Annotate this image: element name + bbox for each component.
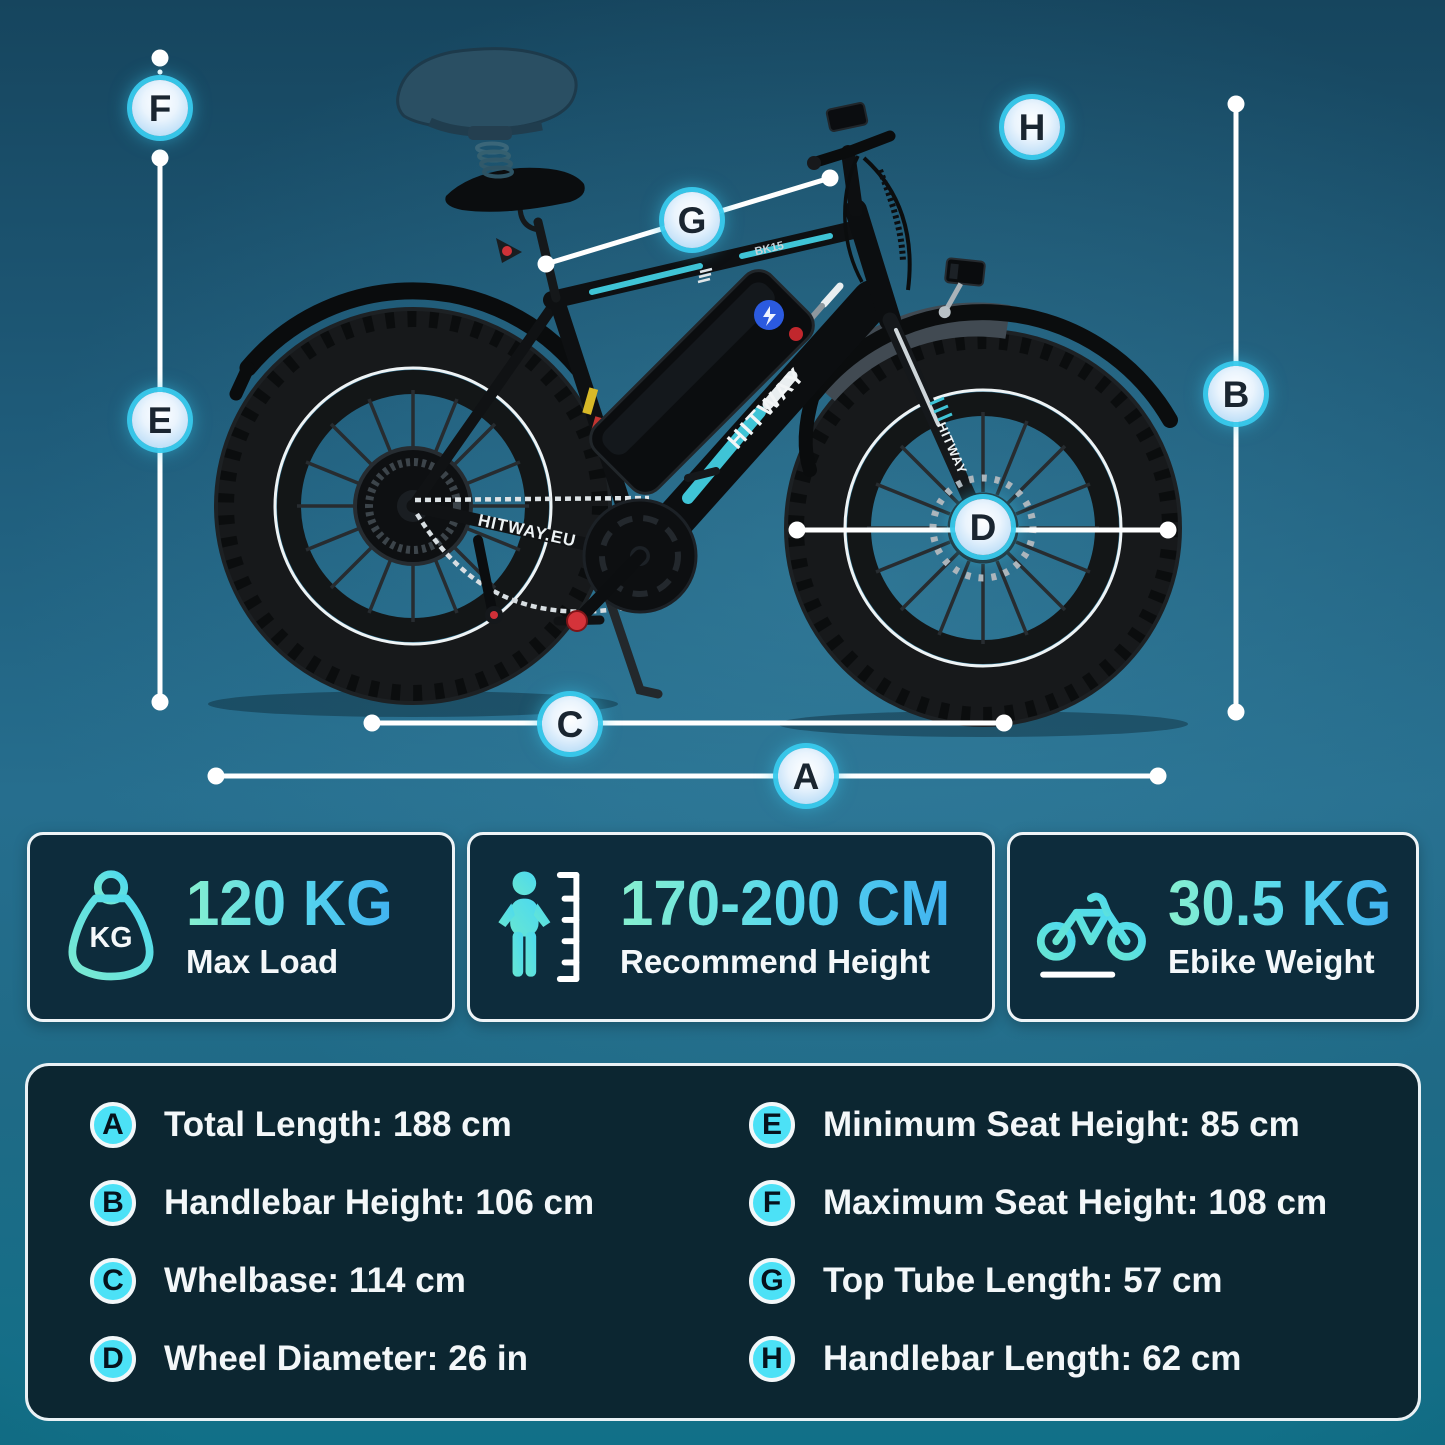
spec-value: 114 cm (349, 1261, 466, 1300)
rear-fender-flap (229, 361, 255, 401)
spec-row-total-length: A Total Length: 188 cm (90, 1102, 739, 1148)
spec-badge-d: D (90, 1336, 136, 1382)
marker-badge-c: C (542, 696, 598, 752)
kg-icon-label: KG (90, 922, 133, 954)
bike-illustration: HITWAY HITWAY.EU HITWAY BK15 (151, 47, 1245, 785)
pedal-reflector (566, 610, 588, 632)
spec-badge-b: B (90, 1180, 136, 1226)
marker-badge-a: A (778, 748, 834, 804)
spec-row-top-tube-length: G Top Tube Length: 57 cm (749, 1258, 1398, 1304)
bicycle-icon (1036, 867, 1148, 987)
stat-cards-row: KG 120 KG Max Load (27, 832, 1419, 1022)
spec-label: Total Length: (164, 1105, 384, 1144)
marker-badge-b: B (1208, 366, 1264, 422)
marker-badge-d: D (955, 499, 1011, 555)
recommend-height-card: 170-200 CM Recommend Height (467, 832, 995, 1022)
lightning-icon (763, 306, 776, 326)
recommend-height-label: Recommend Height (620, 942, 930, 980)
spec-value: 188 cm (393, 1105, 512, 1144)
spec-label: Handlebar Height: (164, 1183, 466, 1222)
battery-pack (589, 269, 815, 495)
marker-badge-g: G (664, 192, 720, 248)
spec-badge-c: C (90, 1258, 136, 1304)
spec-row-handlebar-height: B Handlebar Height: 106 cm (90, 1180, 739, 1226)
weight-kettlebell-icon: KG (56, 867, 166, 987)
max-load-card: KG 120 KG Max Load (27, 832, 455, 1022)
spec-badge-h: H (749, 1336, 795, 1382)
spec-row-wheel-diameter: D Wheel Diameter: 26 in (90, 1336, 739, 1382)
saddle (445, 167, 585, 303)
spec-row-wheelbase: C Whelbase: 114 cm (90, 1258, 739, 1304)
spec-badge-g: G (749, 1258, 795, 1304)
battery-power-button (789, 327, 803, 341)
front-fender-flap (798, 388, 820, 477)
ebike-weight-value: 30.5 KG (1168, 868, 1392, 940)
spec-label: Whelbase: (164, 1261, 340, 1300)
person-height-ruler-icon (496, 867, 600, 987)
spec-label: Wheel Diameter: (164, 1339, 439, 1378)
spec-value: 57 cm (1123, 1261, 1223, 1300)
spec-badge-a: A (90, 1102, 136, 1148)
lcd-display (825, 102, 869, 132)
spec-value: 26 in (448, 1339, 529, 1378)
exploded-saddle (396, 47, 578, 179)
front-fender (805, 304, 1178, 428)
spec-value: 62 cm (1142, 1339, 1242, 1378)
spec-label: Handlebar Length: (823, 1339, 1133, 1378)
spec-label: Top Tube Length: (823, 1261, 1114, 1300)
ebike-weight-card: 30.5 KG Ebike Weight (1007, 832, 1419, 1022)
spec-label: Maximum Seat Height: (823, 1183, 1199, 1222)
spec-row-handlebar-length: H Handlebar Length: 62 cm (749, 1336, 1398, 1382)
headlight (938, 257, 986, 319)
marker-badge-e: E (132, 392, 188, 448)
spec-value: 108 cm (1208, 1183, 1328, 1222)
spec-value: 106 cm (475, 1183, 595, 1222)
seat-reflector (502, 246, 512, 256)
dimension-spec-panel: A Total Length: 188 cm B Handlebar Height… (25, 1063, 1421, 1421)
spec-row-min-seat-height: E Minimum Seat Height: 85 cm (749, 1102, 1398, 1148)
measurement-endpoints (151, 49, 1245, 785)
spec-label: Minimum Seat Height: (823, 1105, 1191, 1144)
spec-column-left: A Total Length: 188 cm B Handlebar Height… (90, 1096, 739, 1388)
spec-badge-e: E (749, 1102, 795, 1148)
max-load-value: 120 KG (186, 868, 393, 940)
max-load-label: Max Load (186, 942, 339, 980)
handlebar (807, 102, 912, 291)
marker-badge-h: H (1004, 99, 1060, 155)
spec-column-right: E Minimum Seat Height: 85 cm F Maximum Se… (739, 1096, 1398, 1388)
recommend-height-value: 170-200 CM (620, 868, 951, 940)
marker-badge-f: F (132, 80, 188, 136)
ebike-weight-label: Ebike Weight (1168, 942, 1375, 980)
spec-badge-f: F (749, 1180, 795, 1226)
spec-value: 85 cm (1200, 1105, 1300, 1144)
drivetrain (414, 467, 720, 699)
spec-row-max-seat-height: F Maximum Seat Height: 108 cm (749, 1180, 1398, 1226)
